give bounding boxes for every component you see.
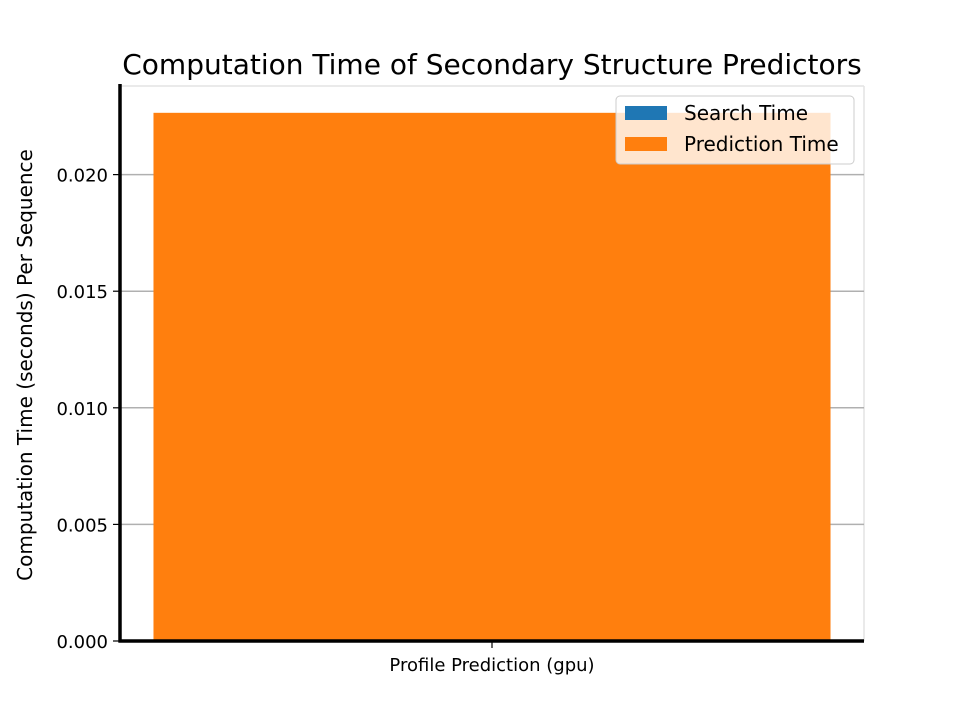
x-ticks: Profile Prediction (gpu) bbox=[389, 641, 595, 676]
x-tick-label: Profile Prediction (gpu) bbox=[389, 655, 594, 676]
bar-prediction-time bbox=[153, 112, 831, 641]
y-tick-label: 0.000 bbox=[56, 632, 108, 653]
legend-swatch bbox=[625, 137, 667, 151]
plot-frame bbox=[120, 85, 865, 641]
y-ticks: 0.000 0.005 0.010 0.015 0.020 bbox=[56, 166, 120, 653]
y-tick-label: 0.015 bbox=[56, 282, 108, 303]
legend-swatch bbox=[625, 106, 667, 120]
y-tick-label: 0.005 bbox=[56, 515, 108, 536]
chart-title: Computation Time of Secondary Structure … bbox=[122, 48, 861, 81]
legend-label: Search Time bbox=[684, 101, 808, 125]
y-axis-label: Computation Time (seconds) Per Sequence bbox=[13, 149, 37, 581]
legend-label: Prediction Time bbox=[684, 132, 839, 156]
legend-box bbox=[615, 95, 855, 165]
bars bbox=[153, 112, 831, 641]
y-tick-label: 0.020 bbox=[56, 166, 108, 187]
axes bbox=[118, 84, 864, 643]
legend: Search Time Prediction Time bbox=[615, 95, 855, 165]
y-tick-label: 0.010 bbox=[56, 399, 108, 420]
